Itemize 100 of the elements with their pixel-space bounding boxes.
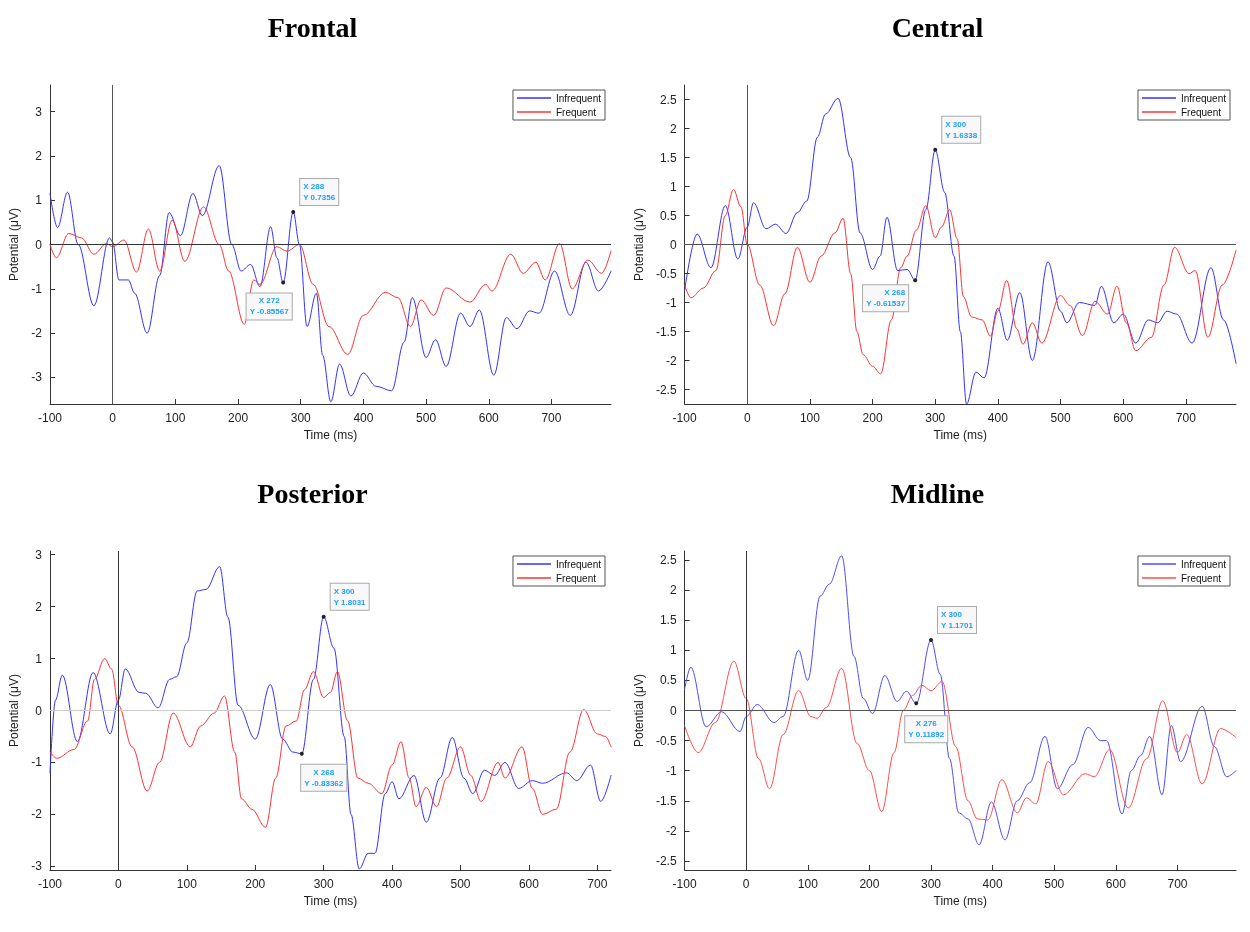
x-axis-title: Time (ms) <box>933 427 988 442</box>
x-tick-label: -100 <box>672 411 697 425</box>
x-tick-label: 300 <box>921 877 942 891</box>
annotation: X 300 Y 1.8031 <box>333 586 367 607</box>
annotation: X 272 Y -0.85567 <box>249 296 290 317</box>
y-tick-label: 2.5 <box>659 92 677 107</box>
annotation: X 300 Y 1.1701 <box>941 610 974 631</box>
x-tick-label: 500 <box>1050 411 1071 425</box>
y-tick-label: 0 <box>35 703 43 718</box>
annotation: X 268 Y -0.83362 <box>304 767 344 788</box>
x-tick-label: 500 <box>1044 877 1065 891</box>
line-series <box>684 555 1237 846</box>
x-tick-label: 600 <box>478 411 500 425</box>
y-tick-label: 0.5 <box>659 673 677 688</box>
x-tick-label: 500 <box>450 877 471 891</box>
x-tick-label: 200 <box>859 877 880 891</box>
x-tick-label: 0 <box>109 411 117 425</box>
x-tick-label: 200 <box>228 411 249 425</box>
x-tick-label: 700 <box>1167 877 1188 891</box>
x-tick-label: 100 <box>799 411 821 425</box>
y-tick-label: -2.5 <box>655 853 677 868</box>
x-tick-label: 200 <box>245 877 266 891</box>
line-series <box>684 188 1237 375</box>
y-tick-label: -2 <box>31 807 43 822</box>
x-tick-label: 700 <box>1175 411 1197 425</box>
x-tick-label: 600 <box>1113 411 1134 425</box>
x-tick-label: 200 <box>862 411 883 425</box>
legend-label: Frequent <box>555 106 597 118</box>
annotation: X 276 Y 0.11892 <box>908 719 945 740</box>
x-tick-label: 700 <box>587 877 608 891</box>
y-axis-title: Potential (μV) <box>632 208 646 281</box>
y-axis-title: Potential (μV) <box>7 208 21 281</box>
x-axis-title: Time (ms) <box>303 427 358 442</box>
y-tick-label: -1.5 <box>655 793 677 808</box>
y-tick-label: 0 <box>669 237 677 252</box>
y-tick-label: -2 <box>665 353 677 368</box>
y-tick-label: 0 <box>35 237 43 252</box>
line-series <box>49 206 612 355</box>
legend-label: Frequent <box>555 572 597 584</box>
x-tick-label: 300 <box>313 877 334 891</box>
legend-label: Infrequent <box>555 558 602 570</box>
chart-title: Frontal <box>267 11 358 43</box>
x-tick-label: 100 <box>165 411 186 425</box>
y-tick-label: 1 <box>35 651 43 666</box>
annotation: X 300 Y 1.6338 <box>945 119 978 140</box>
x-tick-label: 400 <box>382 877 403 891</box>
x-tick-label: 500 <box>416 411 437 425</box>
x-tick-label: 0 <box>743 411 751 425</box>
y-tick-label: -0.5 <box>655 733 677 748</box>
x-tick-label: 700 <box>541 411 562 425</box>
x-tick-label: 300 <box>925 411 946 425</box>
legend-label: Frequent <box>1180 572 1222 584</box>
y-tick-label: 0 <box>669 703 677 718</box>
y-tick-label: 3 <box>35 547 43 562</box>
chart-title: Central <box>891 11 984 43</box>
y-tick-label: -1 <box>31 281 43 296</box>
annotation: X 268 Y -0.61537 <box>866 288 906 309</box>
y-tick-label: -2 <box>31 326 43 341</box>
legend-label: Infrequent <box>1180 92 1227 104</box>
x-tick-label: 400 <box>987 411 1009 425</box>
y-tick-label: -0.5 <box>655 266 677 281</box>
y-axis-title: Potential (μV) <box>7 674 21 747</box>
x-tick-label: 600 <box>1105 877 1127 891</box>
y-tick-label: 1 <box>35 193 43 208</box>
x-tick-label: 600 <box>518 877 540 891</box>
line-series <box>684 660 1237 821</box>
x-tick-label: 0 <box>742 877 750 891</box>
y-tick-label: -1 <box>31 755 43 770</box>
y-tick-label: 2 <box>669 583 677 598</box>
y-tick-label: 2 <box>669 121 677 136</box>
y-tick-label: 1 <box>669 179 677 194</box>
y-tick-label: -2 <box>665 823 677 838</box>
legend-label: Infrequent <box>555 92 602 104</box>
y-tick-label: 0.5 <box>659 208 677 223</box>
y-tick-label: -1 <box>665 763 677 778</box>
y-tick-label: 2 <box>35 599 43 614</box>
y-tick-label: 1 <box>669 643 677 658</box>
x-axis-title: Time (ms) <box>933 893 988 908</box>
y-tick-label: -1.5 <box>655 324 677 339</box>
y-tick-label: -1 <box>665 295 677 310</box>
x-tick-label: -100 <box>37 877 63 891</box>
x-tick-label: -100 <box>37 411 63 425</box>
y-tick-label: -3 <box>31 370 43 385</box>
x-tick-label: 100 <box>797 877 819 891</box>
x-tick-label: -100 <box>672 877 697 891</box>
y-tick-label: 1.5 <box>659 613 677 628</box>
x-axis-title: Time (ms) <box>303 893 358 908</box>
y-tick-label: 2 <box>35 148 43 163</box>
x-tick-label: 0 <box>115 877 123 891</box>
legend-label: Infrequent <box>1180 558 1227 570</box>
y-axis-title: Potential (μV) <box>632 674 646 747</box>
x-tick-label: 400 <box>982 877 1003 891</box>
y-tick-label: 1.5 <box>659 150 677 165</box>
annotation: X 288 Y 0.7356 <box>303 181 336 202</box>
line-series <box>49 658 612 828</box>
y-tick-label: -3 <box>31 859 43 874</box>
y-tick-label: -2.5 <box>655 382 677 397</box>
y-tick-label: 3 <box>35 104 43 119</box>
chart-title: Midline <box>890 477 985 509</box>
y-tick-label: 2.5 <box>659 553 677 568</box>
